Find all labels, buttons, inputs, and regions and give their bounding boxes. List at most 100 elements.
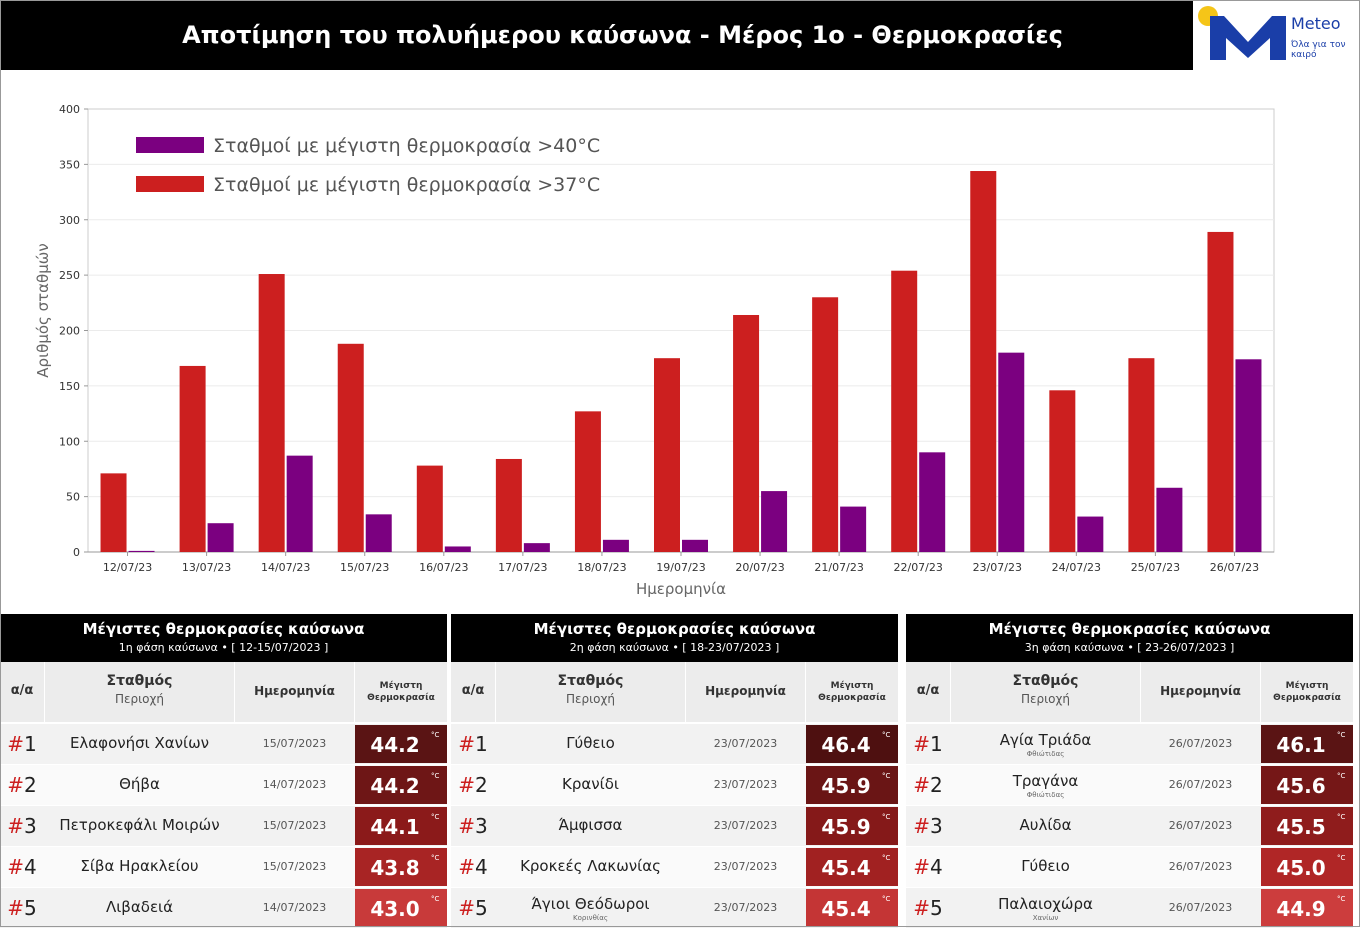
y-tick-label: 50 [66,491,80,504]
col-header-region-label: Περιοχή [565,692,616,706]
station-name: Κρανίδι [562,775,619,793]
col-header-date-label: Ημερομηνία [705,684,786,698]
table-header: Μέγιστες θερμοκρασίες καύσωνα 3η φάση καύ… [906,614,1353,662]
table-title: Μέγιστες θερμοκρασίες καύσωνα [82,620,365,638]
temperature-unit: °C [431,772,440,780]
col-header-rank: α/α [451,662,496,722]
rank-number: 5 [930,896,943,920]
y-tick-label: 250 [59,269,80,282]
y-tick-label: 200 [59,325,80,338]
bar-above-37 [1049,390,1076,552]
date-cell: 26/07/2023 [1168,901,1233,914]
col-header-region-label: Περιοχή [114,692,165,706]
table-title: Μέγιστες θερμοκρασίες καύσωνα [988,620,1271,638]
table-row: #2 Τραγάνα Φθιώτιδας 26/07/2023 45.6 °C [906,765,1353,805]
station-name: Σίβα Ηρακλείου [80,857,199,875]
temperature-unit: °C [1337,813,1346,821]
temperature-unit: °C [431,731,440,739]
rank-cell: #1 [451,724,495,764]
rank-hash: # [7,773,25,797]
bar-above-40 [128,550,155,552]
table-header: Μέγιστες θερμοκρασίες καύσωνα 1η φάση καύ… [0,614,447,662]
station-name: Τραγάνα [1012,772,1079,790]
date-cell: 26/07/2023 [1168,778,1233,791]
x-tick-label: 19/07/23 [656,561,705,574]
rank-cell: #4 [906,847,950,887]
bar-above-40 [761,491,788,552]
rank-hash: # [458,732,476,756]
y-tick-label: 300 [59,214,80,227]
col-header-max-line2: Θερμοκρασία [818,693,886,703]
col-header-max-line1: Μέγιστη [1285,681,1329,691]
station-name: Θήβα [119,775,160,793]
bar-above-37 [179,365,206,552]
station-cell: Άγιοι Θεόδωροι Κορινθίας [496,888,685,928]
bar-above-37 [416,465,443,552]
temperature-cell: 43.0 °C [355,889,447,927]
legend-swatch [136,176,204,192]
col-header-station-label: Σταθμός [557,673,624,689]
x-tick-label: 15/07/23 [340,561,389,574]
col-header-date: Ημερομηνία [235,662,355,722]
bar-above-37 [970,171,997,552]
y-tick-label: 400 [59,103,80,116]
station-cell: Λιβαδειά [45,888,234,928]
temperature-value: 45.5 [1276,815,1326,839]
meteo-logo[interactable]: Meteo Όλα για τον καιρό [1193,0,1360,70]
temperature-cell: 45.9 °C [806,807,898,845]
table-subtitle: 3η φάση καύσωνα • [ 23-26/07/2023 ] [1024,641,1235,654]
bar-above-40 [444,546,471,552]
bar-above-37 [891,270,918,552]
col-header-region-label: Περιοχή [1020,692,1071,706]
station-name: Λιβαδειά [105,898,174,916]
station-name: Παλαιοχώρα [998,895,1093,913]
bar-above-40 [840,506,867,552]
temperature-cell: 45.4 °C [806,889,898,927]
rank-cell: #3 [906,806,950,846]
rank-number: 1 [930,732,943,756]
table-row: #4 Σίβα Ηρακλείου 15/07/2023 43.8 °C [0,847,447,887]
x-tick-label: 21/07/23 [814,561,863,574]
rank-hash: # [913,896,931,920]
station-cell: Θήβα [45,765,234,805]
rank-hash: # [458,814,476,838]
table-row: #2 Θήβα 14/07/2023 44.2 °C [0,765,447,805]
col-header-max-line2: Θερμοκρασία [367,693,435,703]
station-cell: Πετροκεφάλι Μοιρών [45,806,234,846]
table-row: #5 Παλαιοχώρα Χανίων 26/07/2023 44.9 °C [906,888,1353,928]
rank-hash: # [458,855,476,879]
date-cell: 23/07/2023 [713,737,778,750]
date-cell: 23/07/2023 [713,901,778,914]
station-region: Κορινθίας [573,914,608,922]
col-header-station: Σταθμός Περιοχή [496,662,686,722]
station-region: Χανίων [1032,914,1059,922]
rank-hash: # [458,896,476,920]
date-cell: 14/07/2023 [262,778,327,791]
station-region: Φθιώτιδας [1026,750,1065,758]
temperature-unit: °C [1337,895,1346,903]
y-tick-label: 150 [59,380,80,393]
col-header-station: Σταθμός Περιοχή [45,662,235,722]
rank-number: 3 [475,814,488,838]
col-header-date-label: Ημερομηνία [1160,684,1241,698]
station-name: Αγία Τριάδα [999,731,1092,749]
rank-number: 2 [24,773,37,797]
bar-above-37 [1128,358,1155,552]
rank-hash: # [913,773,931,797]
temperature-cell: 45.5 °C [1261,807,1353,845]
station-cell: Παλαιοχώρα Χανίων [951,888,1140,928]
rank-number: 1 [475,732,488,756]
bar-above-40 [602,539,629,552]
header-bar: Αποτίμηση του πολυήμερου καύσωνα - Μέρος… [0,0,1360,70]
rank-cell: #2 [906,765,950,805]
col-header-date: Ημερομηνία [1141,662,1261,722]
rank-hash: # [913,855,931,879]
x-tick-label: 12/07/23 [103,561,152,574]
temperature-cell: 44.1 °C [355,807,447,845]
temperature-cell: 45.4 °C [806,848,898,886]
temperature-cell: 46.1 °C [1261,725,1353,763]
table-subtitle: 2η φάση καύσωνα • [ 18-23/07/2023 ] [569,641,780,654]
table-row: #4 Γύθειο 26/07/2023 45.0 °C [906,847,1353,887]
date-cell: 26/07/2023 [1168,819,1233,832]
rank-number: 3 [24,814,37,838]
